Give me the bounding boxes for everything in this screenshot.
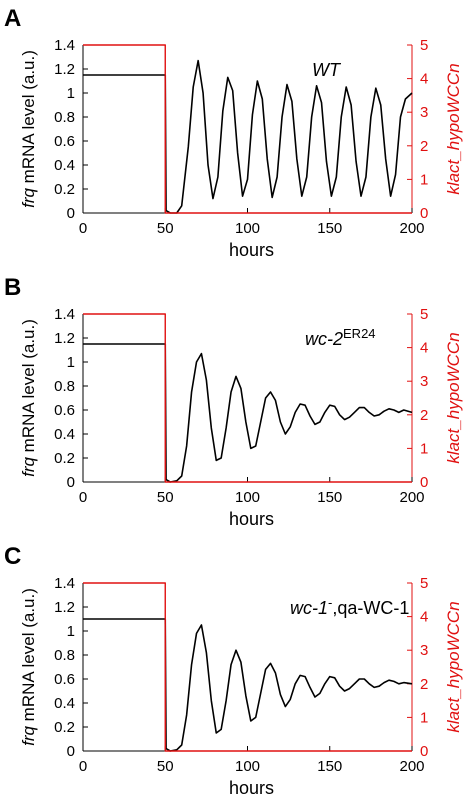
left-y-axis-title: frq mRNA level (a.u.) (19, 319, 38, 477)
right-tick-label: 2 (420, 676, 428, 693)
right-tick-label: 1 (420, 440, 428, 457)
x-axis-title: hours (229, 509, 274, 529)
left-y-axis-title-rest: mRNA level (a.u.) (19, 588, 38, 726)
x-tick-label: 0 (79, 489, 87, 506)
strain-annotation-italic: WT (312, 60, 342, 80)
x-tick-label: 50 (157, 489, 174, 506)
right-tick-label: 3 (420, 373, 428, 390)
left-tick-label: 1 (67, 85, 75, 102)
right-tick-label: 0 (420, 474, 428, 491)
left-tick-label: 0.6 (54, 133, 75, 150)
strain-annotation-sup: - (328, 595, 332, 610)
x-tick-label: 50 (157, 220, 174, 237)
series-light-step (83, 313, 412, 483)
left-tick-label: 0.6 (54, 671, 75, 688)
right-tick-label: 0 (420, 205, 428, 222)
right-tick-label: 1 (420, 171, 428, 188)
right-y-axis-title: klact_hypoWCCn (444, 601, 463, 732)
left-tick-label: 0.2 (54, 181, 75, 198)
right-tick-label: 3 (420, 642, 428, 659)
left-tick-label: 0.4 (54, 695, 75, 712)
x-axis-title: hours (229, 240, 274, 260)
left-y-axis-title-rest: mRNA level (a.u.) (19, 50, 38, 188)
left-y-axis-title-italic: frq (19, 726, 38, 746)
right-tick-label: 5 (420, 575, 428, 592)
left-tick-label: 0 (67, 474, 75, 491)
series-frq-mrna (83, 618, 413, 752)
left-tick-label: 0.8 (54, 647, 75, 664)
left-tick-label: 0.2 (54, 719, 75, 736)
strain-annotation-italic: wc-2 (305, 329, 343, 349)
right-tick-label: 5 (420, 306, 428, 323)
panel-letter: C (4, 543, 21, 570)
x-tick-label: 200 (399, 758, 424, 775)
right-tick-label: 4 (420, 609, 428, 626)
right-tick-label: 2 (420, 407, 428, 424)
x-axis-title: hours (229, 778, 274, 798)
left-tick-label: 0.2 (54, 450, 75, 467)
x-tick-label: 100 (235, 758, 260, 775)
x-tick-label: 150 (317, 489, 342, 506)
left-tick-label: 1.4 (54, 37, 75, 54)
x-tick-label: 200 (399, 489, 424, 506)
strain-annotation-sup: ER24 (343, 326, 376, 341)
x-tick-label: 150 (317, 220, 342, 237)
series-light-step (83, 44, 412, 214)
x-tick-label: 200 (399, 220, 424, 237)
right-tick-label: 1 (420, 709, 428, 726)
right-y-axis-title: klact_hypoWCCn (444, 332, 463, 463)
strain-annotation: WT (312, 60, 342, 80)
left-tick-label: 0 (67, 205, 75, 222)
right-tick-label: 0 (420, 743, 428, 760)
left-y-axis-title-rest: mRNA level (a.u.) (19, 319, 38, 457)
right-tick-label: 4 (420, 71, 428, 88)
left-tick-label: 1.2 (54, 599, 75, 616)
left-tick-label: 1 (67, 623, 75, 640)
strain-annotation: wc-2ER24 (305, 326, 376, 349)
x-tick-label: 100 (235, 489, 260, 506)
left-tick-label: 1.4 (54, 306, 75, 323)
right-tick-label: 5 (420, 37, 428, 54)
right-tick-label: 4 (420, 340, 428, 357)
left-tick-label: 1.2 (54, 330, 75, 347)
strain-annotation-italic: wc-1 (290, 598, 328, 618)
series-frq-mrna (83, 59, 413, 214)
left-tick-label: 0.8 (54, 109, 75, 126)
left-tick-label: 1.4 (54, 575, 75, 592)
left-tick-label: 0.4 (54, 157, 75, 174)
panel-letter: A (4, 5, 21, 32)
left-y-axis-title-italic: frq (19, 188, 38, 208)
left-tick-label: 1.2 (54, 61, 75, 78)
right-tick-label: 3 (420, 104, 428, 121)
left-y-axis-title-italic: frq (19, 457, 38, 477)
left-tick-label: 0 (67, 743, 75, 760)
right-y-axis-title: klact_hypoWCCn (444, 63, 463, 194)
left-tick-label: 0.6 (54, 402, 75, 419)
strain-annotation-rest: ,qa-WC-1 (332, 598, 409, 618)
x-tick-label: 100 (235, 220, 260, 237)
series-frq-mrna (83, 343, 413, 483)
left-tick-label: 0.8 (54, 378, 75, 395)
series-light-step (83, 582, 412, 752)
strain-annotation: wc-1-,qa-WC-1 (290, 595, 409, 618)
x-tick-label: 0 (79, 220, 87, 237)
panel-letter: B (4, 274, 21, 301)
left-tick-label: 1 (67, 354, 75, 371)
x-tick-label: 50 (157, 758, 174, 775)
left-y-axis-title: frq mRNA level (a.u.) (19, 50, 38, 208)
x-tick-label: 0 (79, 758, 87, 775)
x-tick-label: 150 (317, 758, 342, 775)
left-tick-label: 0.4 (54, 426, 75, 443)
left-y-axis-title: frq mRNA level (a.u.) (19, 588, 38, 746)
right-tick-label: 2 (420, 138, 428, 155)
